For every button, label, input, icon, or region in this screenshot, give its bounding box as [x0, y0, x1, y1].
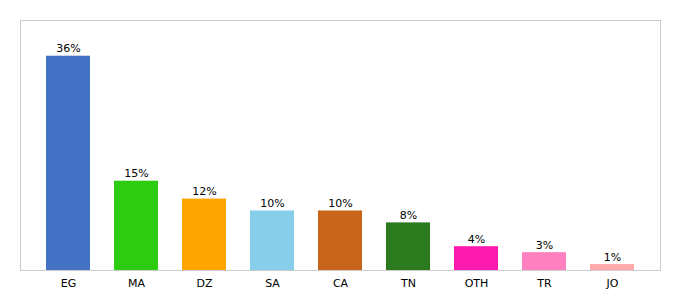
svg-text:12%: 12%: [192, 185, 216, 198]
svg-text:TN: TN: [400, 277, 416, 290]
svg-text:8%: 8%: [400, 209, 417, 222]
svg-text:DZ: DZ: [196, 277, 212, 290]
svg-text:OTH: OTH: [465, 277, 489, 290]
svg-text:4%: 4%: [468, 233, 485, 246]
svg-text:SA: SA: [265, 277, 280, 290]
svg-text:JO: JO: [606, 277, 619, 290]
svg-text:36%: 36%: [56, 42, 80, 55]
svg-text:1%: 1%: [604, 251, 621, 264]
svg-text:15%: 15%: [124, 167, 148, 180]
svg-text:CA: CA: [333, 277, 349, 290]
svg-text:3%: 3%: [536, 239, 553, 252]
svg-text:MA: MA: [128, 277, 145, 290]
svg-text:10%: 10%: [260, 197, 284, 210]
svg-text:10%: 10%: [328, 197, 352, 210]
svg-text:EG: EG: [61, 277, 76, 290]
svg-text:TR: TR: [536, 277, 552, 290]
